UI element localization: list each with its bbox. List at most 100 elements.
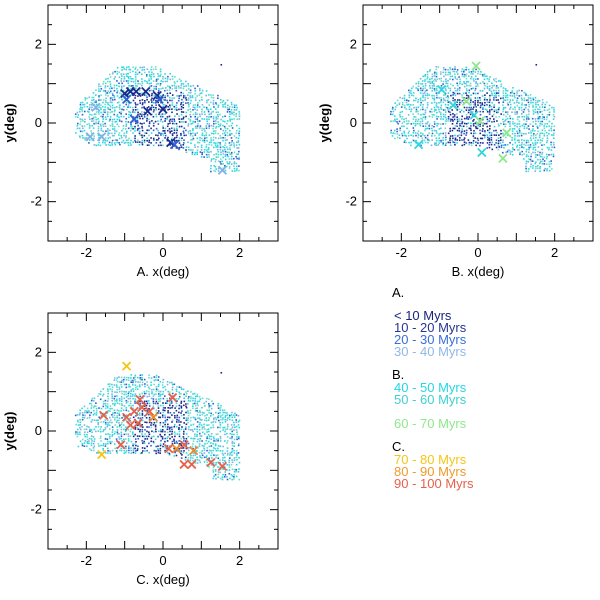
data-dot <box>504 123 507 125</box>
data-dot <box>506 144 509 146</box>
data-dot <box>222 132 224 135</box>
data-dot <box>206 118 208 120</box>
data-dot <box>84 121 86 123</box>
data-dot <box>130 139 132 142</box>
data-dot <box>152 102 155 104</box>
data-dot <box>185 121 187 123</box>
data-dot <box>414 116 417 118</box>
data-dot <box>461 68 464 70</box>
data-dot <box>173 132 175 134</box>
data-dot <box>466 89 468 92</box>
data-dot <box>150 85 153 87</box>
data-dot <box>435 80 437 82</box>
data-dot <box>233 151 236 154</box>
data-dot <box>185 99 188 101</box>
data-dot <box>491 94 493 96</box>
data-dot <box>116 95 119 97</box>
data-dot <box>109 101 112 103</box>
data-dot <box>137 82 139 85</box>
data-dot <box>435 75 438 78</box>
data-dot <box>194 397 197 400</box>
data-dot <box>106 400 109 402</box>
data-dot <box>207 99 210 101</box>
data-dot <box>493 78 495 81</box>
data-dot <box>217 153 220 156</box>
data-dot <box>118 388 121 390</box>
data-dot <box>86 411 88 414</box>
data-dot <box>442 71 444 74</box>
data-dot <box>168 96 171 99</box>
data-dot <box>548 148 550 151</box>
data-dot <box>445 106 447 109</box>
data-dot <box>181 121 183 123</box>
data-dot <box>134 68 136 70</box>
data-dot <box>141 141 143 144</box>
data-dot <box>206 442 209 445</box>
data-dot <box>90 407 93 409</box>
data-dot <box>150 444 152 447</box>
data-dot <box>458 127 460 130</box>
data-dot <box>118 433 120 435</box>
data-dot <box>228 163 231 165</box>
data-dot <box>183 127 186 129</box>
data-dot <box>470 73 472 75</box>
data-dot <box>192 405 194 407</box>
data-dot <box>212 94 214 96</box>
data-dot <box>199 125 202 127</box>
data-dot <box>219 435 222 438</box>
data-dot <box>114 419 116 421</box>
data-dot <box>535 99 537 102</box>
data-dot <box>160 132 162 135</box>
data-dot <box>152 68 155 71</box>
data-dot <box>128 66 130 68</box>
data-dot <box>109 111 112 114</box>
data-dot <box>486 101 489 103</box>
data-dot <box>227 425 229 428</box>
data-dot <box>392 132 394 134</box>
data-dot <box>481 118 484 121</box>
data-dot <box>79 433 81 436</box>
data-dot <box>199 451 201 454</box>
data-dot <box>419 104 422 106</box>
data-dot <box>197 438 199 441</box>
data-dot <box>526 116 528 118</box>
data-dot <box>139 134 142 136</box>
data-dot <box>92 120 95 122</box>
data-dot <box>206 140 208 142</box>
data-dot <box>173 120 176 122</box>
data-dot <box>203 426 205 428</box>
data-dot <box>201 457 203 459</box>
data-dot <box>520 106 523 109</box>
data-dot <box>490 136 493 139</box>
data-dot <box>173 438 175 441</box>
data-dot <box>542 158 544 160</box>
data-dot <box>104 111 106 114</box>
data-dot <box>233 471 236 473</box>
data-dot <box>148 73 151 76</box>
data-dot <box>201 129 203 132</box>
data-dot <box>141 84 143 87</box>
data-dot <box>486 125 489 128</box>
data-dot <box>134 450 137 452</box>
data-dot <box>541 132 543 134</box>
data-dot <box>212 421 214 423</box>
data-dot <box>534 142 537 144</box>
data-dot <box>472 101 474 103</box>
data-dot <box>82 127 84 130</box>
data-dot <box>180 421 182 423</box>
data-dot <box>421 139 424 142</box>
data-dot <box>210 435 213 438</box>
data-dot <box>154 66 157 68</box>
data-dot <box>426 106 428 109</box>
data-dot <box>502 118 504 121</box>
data-dot <box>498 101 500 104</box>
data-dot <box>83 442 86 444</box>
data-dot <box>397 122 399 125</box>
data-dot <box>495 77 497 80</box>
data-dot <box>469 113 472 116</box>
data-dot <box>128 77 130 80</box>
data-dot <box>454 127 456 130</box>
data-dot <box>189 108 191 110</box>
data-dot <box>417 106 420 108</box>
